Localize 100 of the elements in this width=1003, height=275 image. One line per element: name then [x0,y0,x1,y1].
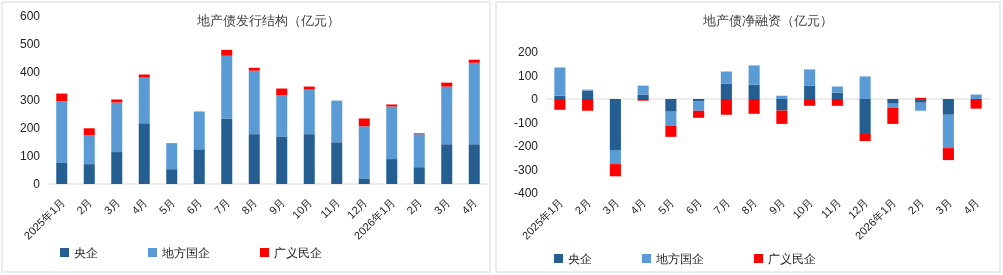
y-tick-label: 100 [19,149,41,163]
bar [804,69,816,86]
x-tick-label: 2月 [572,195,594,217]
x-tick-label: 4月 [129,195,150,217]
bar [221,55,233,119]
bar [859,99,871,135]
bar [358,126,370,179]
bar [720,71,732,84]
bar [915,99,927,103]
legend-label: 广义民企 [274,246,322,260]
bar [942,148,954,161]
x-tick-label: 11月 [317,195,343,221]
bar [748,99,760,114]
x-tick-label: 3月 [600,195,621,217]
bar [386,159,398,184]
y-tick-label: 200 [517,45,539,59]
bar [859,134,871,142]
bar [248,67,260,71]
bar [193,111,205,150]
x-tick-label: 11月 [818,195,843,221]
bar [358,178,370,184]
bar [748,65,760,85]
bar [303,86,315,90]
x-tick-label: 8月 [239,195,260,217]
legend-label: 央企 [568,252,592,266]
bar [665,99,677,112]
bar [276,88,288,96]
x-tick-label: 9月 [266,195,288,217]
bar [111,99,123,103]
bar [138,74,150,78]
bar [331,100,343,143]
x-tick-label: 6月 [683,195,705,217]
bar [83,128,95,136]
bar [582,99,594,111]
bar [637,85,649,95]
bar [693,110,705,118]
legend-label: 地方国企 [655,252,704,266]
bar [693,101,705,111]
chart-title: 地产债发行结构（亿元） [195,13,340,28]
bar [468,144,480,184]
x-tick-label: 7月 [711,195,732,217]
bar [887,103,899,108]
bar [358,118,370,127]
bar [248,134,260,184]
y-tick-label: 400 [19,65,41,79]
bar [942,114,954,149]
bar [331,142,343,184]
bar [776,110,788,124]
bar [138,123,150,184]
bar [303,89,315,135]
bar [554,99,566,110]
bar [665,111,677,126]
y-tick-label: 300 [19,93,41,107]
bar [193,149,205,184]
bar [554,67,566,96]
bar [970,99,982,109]
x-tick-label: 4月 [627,195,649,217]
y-tick-label: -400 [513,186,539,200]
y-tick-label: 100 [517,68,539,83]
bar [720,99,732,115]
y-tick-label: 0 [531,92,539,106]
legend-label: 地方国企 [161,246,210,260]
bar [276,136,288,184]
bar [720,83,732,99]
bar [748,84,760,99]
y-tick-label: -300 [513,162,539,177]
x-tick-label: 9月 [766,195,788,217]
bar [942,99,954,115]
bar [609,164,621,177]
bar [915,102,927,111]
bar [582,90,594,99]
bar [111,152,123,184]
y-tick-label: 0 [33,177,41,191]
x-tick-label: 2月 [905,195,927,217]
bar [138,77,150,124]
x-tick-label: 5月 [156,195,178,217]
x-tick-label: 2月 [404,195,425,217]
bar [804,99,816,106]
x-tick-label: 4月 [459,195,480,217]
bar [441,82,453,87]
bar [776,99,788,111]
x-tick-label: 5月 [655,195,677,217]
bar [386,106,398,160]
bar [56,163,68,184]
bar [609,150,621,165]
x-tick-label: 4月 [960,195,982,217]
bar [441,86,453,145]
bar [468,62,480,145]
bar [221,49,233,56]
y-tick-label: -200 [513,139,539,153]
bar [468,59,480,63]
bar [221,118,233,184]
y-tick-label: 600 [19,9,41,23]
x-tick-label: 10月 [289,195,315,221]
bar [166,169,178,184]
x-tick-label: 6月 [184,195,205,217]
bar [303,134,315,184]
y-tick-label: 200 [19,121,41,135]
x-tick-label: 2月 [74,195,95,217]
bar [693,99,705,102]
